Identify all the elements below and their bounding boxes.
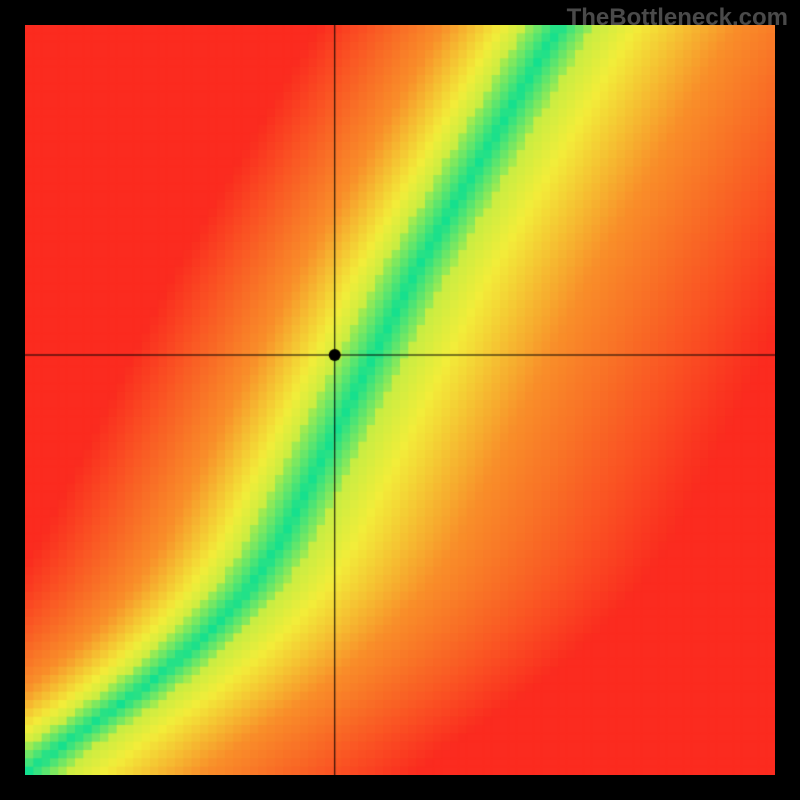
- watermark-text: TheBottleneck.com: [567, 4, 788, 32]
- chart-container: TheBottleneck.com: [0, 0, 800, 800]
- heatmap-plot: [25, 25, 775, 775]
- heatmap-canvas: [25, 25, 775, 775]
